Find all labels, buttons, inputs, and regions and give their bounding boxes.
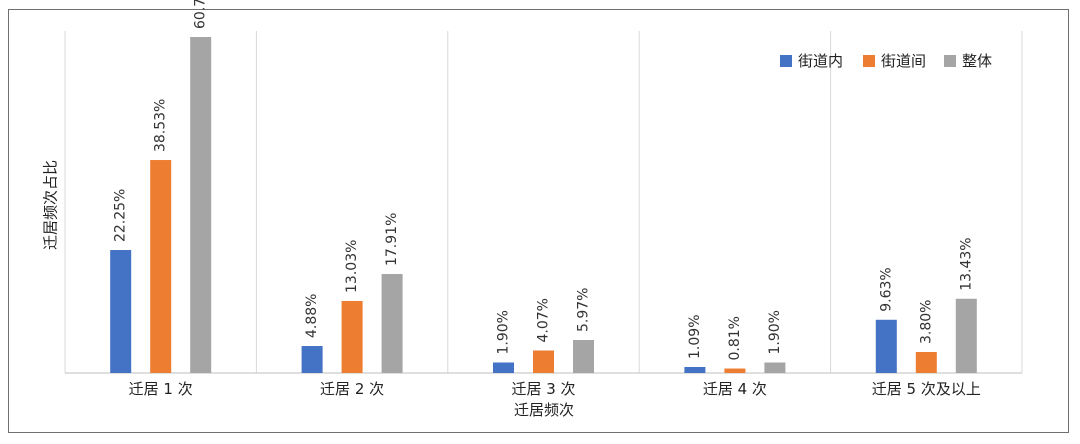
bar <box>915 351 937 373</box>
x-tick-labels: 迁居 1 次 迁居 2 次 迁居 3 次 迁居 4 次 迁居 5 次及以上 <box>129 380 981 398</box>
x-tick-label: 迁居 3 次 <box>511 380 575 398</box>
legend-swatch <box>944 55 956 67</box>
x-tick-label: 迁居 4 次 <box>703 380 767 398</box>
data-label: 5.97% <box>576 288 592 332</box>
legend-label: 街道内 <box>798 52 843 70</box>
bar <box>110 250 132 373</box>
legend: 街道内 街道间 整体 <box>780 52 992 70</box>
x-tick-label: 迁居 2 次 <box>320 380 384 398</box>
data-label: 38.53% <box>153 99 169 152</box>
bar <box>190 37 212 373</box>
legend-swatch <box>863 55 875 67</box>
bar <box>684 366 706 373</box>
data-label: 9.63% <box>878 267 894 311</box>
data-labels-group: 22.25% 38.53% 60.79% 4.88% 13.03% 17.91% 1.90%… <box>113 0 975 361</box>
x-axis-label: 迁居频次 <box>514 401 574 419</box>
bar <box>150 160 172 373</box>
data-label: 22.25% <box>113 189 129 242</box>
data-label: 13.03% <box>344 240 360 293</box>
bar <box>955 298 977 373</box>
data-label: 1.90% <box>767 310 783 354</box>
x-tick-label: 迁居 5 次及以上 <box>872 380 981 398</box>
bar <box>301 346 323 373</box>
data-label: 0.81% <box>727 316 743 360</box>
bar <box>533 350 554 373</box>
data-label: 1.09% <box>687 314 703 358</box>
data-label: 17.91% <box>384 213 400 266</box>
bar <box>341 300 363 373</box>
data-label: 60.79% <box>193 0 209 29</box>
bar <box>573 340 594 373</box>
bar <box>764 362 786 373</box>
legend-label: 街道间 <box>881 52 926 70</box>
x-tick-label: 迁居 1 次 <box>129 380 193 398</box>
data-label: 13.43% <box>958 237 974 290</box>
bar <box>724 368 746 373</box>
data-label: 1.90% <box>496 310 512 354</box>
data-label: 4.88% <box>304 294 320 338</box>
legend-label: 整体 <box>962 52 992 70</box>
bars-group <box>110 37 977 373</box>
data-label: 3.80% <box>918 300 934 344</box>
y-axis-label: 迁居频次占比 <box>42 160 60 250</box>
bar <box>875 319 897 373</box>
bar <box>381 274 403 373</box>
bar <box>493 362 514 373</box>
legend-swatch <box>780 55 792 67</box>
data-label: 4.07% <box>536 298 552 342</box>
